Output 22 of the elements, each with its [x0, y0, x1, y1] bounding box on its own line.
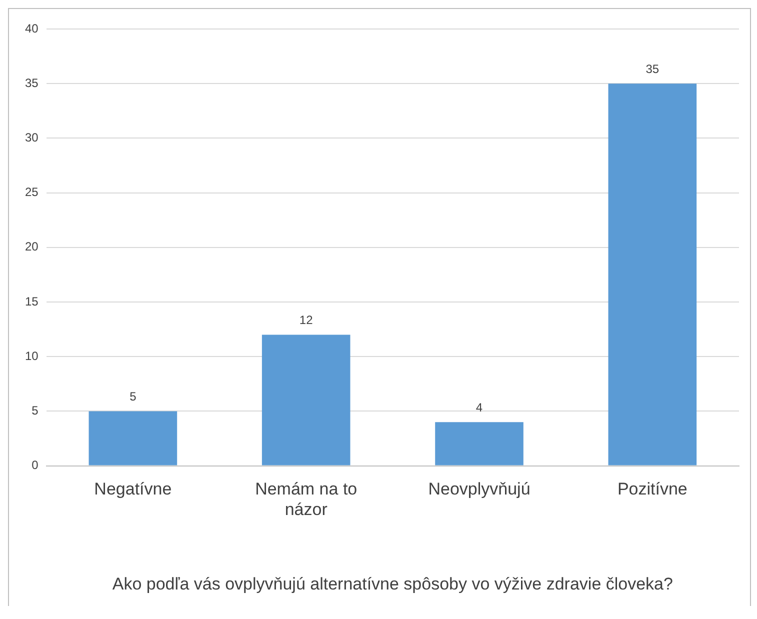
- x-tick-label: Neovplyvňujú: [428, 480, 530, 499]
- data-label: 35: [646, 62, 660, 76]
- y-tick-label: 0: [32, 458, 39, 472]
- x-tick-label: Negatívne: [94, 480, 172, 499]
- bar: [608, 84, 697, 466]
- y-tick-label: 35: [24, 76, 39, 90]
- data-label: 4: [476, 400, 483, 414]
- y-tick-label: 5: [32, 404, 39, 418]
- y-tick-label: 25: [24, 185, 39, 200]
- y-tick-label: 15: [24, 294, 39, 308]
- x-tick-label: Pozitívne: [617, 480, 688, 499]
- bar: [88, 411, 178, 466]
- y-tick-label: 10: [24, 348, 39, 363]
- x-tick-label: Nemám na to názor: [255, 480, 358, 520]
- y-tick-label: 20: [24, 240, 39, 254]
- bar: [435, 422, 524, 466]
- data-label: 12: [299, 313, 314, 328]
- y-tick-label: 30: [24, 130, 39, 145]
- x-axis-title: Ako podľa vás ovplyvňujú alternatívne spôsoby vo výžive zdravie človeka?: [112, 574, 673, 594]
- y-tick-label: 40: [24, 21, 39, 36]
- bar: [262, 334, 350, 466]
- data-label: 5: [130, 390, 137, 404]
